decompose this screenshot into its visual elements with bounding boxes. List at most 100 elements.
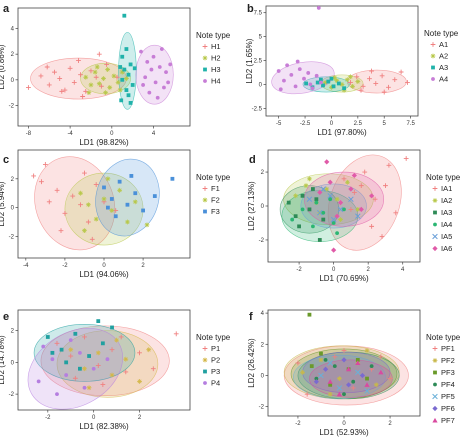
- data-point: [350, 385, 356, 391]
- legend-label: P3: [211, 367, 220, 376]
- data-point: [128, 101, 133, 105]
- legend-item-f1: F1: [202, 184, 220, 193]
- legend-marker: [430, 53, 436, 59]
- data-point: [309, 364, 314, 369]
- series-ia6: [317, 159, 375, 253]
- data-point: [139, 49, 143, 54]
- data-point: [82, 228, 87, 234]
- x-axis-title: LD1 (97.80%): [317, 128, 367, 137]
- y-tick-label: 2: [11, 177, 15, 183]
- data-point: [168, 62, 173, 67]
- data-point: [348, 74, 353, 80]
- legend-item-a3: A3: [431, 63, 448, 72]
- data-point: [314, 376, 319, 381]
- data-point: [358, 87, 364, 93]
- data-point: [336, 391, 342, 397]
- y-axis-title: LD2 (26.42%): [247, 338, 256, 388]
- confidence-ellipse-h4: [135, 44, 174, 105]
- legend-title: Note type: [196, 173, 231, 182]
- data-point: [300, 193, 305, 198]
- data-point: [329, 84, 334, 90]
- data-point: [93, 216, 99, 222]
- data-point: [89, 236, 95, 242]
- legend-item-a1: A1: [430, 40, 448, 49]
- data-point: [285, 63, 290, 68]
- data-point: [122, 13, 127, 18]
- data-point: [365, 376, 369, 381]
- data-point: [324, 159, 330, 165]
- data-point: [286, 200, 291, 205]
- legend-label: IA3: [441, 208, 452, 217]
- data-point: [59, 347, 64, 352]
- data-point: [322, 80, 328, 85]
- data-point: [348, 80, 353, 85]
- panel-a: a -8 -4 0 4 -2 0 2 4 LD1 (98.82%) LD2 (0.86%) Note …: [0, 3, 231, 147]
- legend-item-ia3: IA3: [433, 208, 452, 217]
- y-tick-label: -2.5: [252, 106, 263, 112]
- data-point: [355, 357, 360, 362]
- confidence-ellipse-p3: [33, 323, 136, 382]
- data-point: [132, 66, 137, 71]
- data-point: [379, 73, 385, 79]
- legend-marker: [432, 405, 438, 412]
- data-point: [145, 59, 150, 64]
- data-point: [318, 372, 324, 379]
- legend-item-p1: P1: [202, 344, 220, 353]
- series-p1: [54, 331, 179, 388]
- data-point: [295, 59, 300, 64]
- legend-item-ia2: IA2: [432, 196, 452, 205]
- legend: Note type IA1 IA2 IA3 IA4 IA5 IA6: [426, 173, 461, 253]
- legend-marker: [432, 393, 438, 400]
- x-axis-title: LD1 (94.06%): [79, 270, 129, 279]
- data-point: [93, 74, 99, 80]
- data-point: [355, 360, 361, 365]
- data-point: [278, 87, 283, 92]
- x-tick-label: -2: [295, 421, 301, 427]
- data-point: [304, 81, 309, 86]
- data-point: [62, 210, 68, 216]
- legend-item-p3: P3: [203, 367, 220, 376]
- legend-label: A1: [439, 40, 448, 49]
- series-a1: [348, 68, 410, 95]
- legend-item-h3: H3: [203, 65, 221, 74]
- data-point: [341, 87, 347, 93]
- x-tick-label: -4: [67, 131, 73, 137]
- data-point: [125, 219, 130, 225]
- y-tick-label: 0: [259, 82, 263, 88]
- x-tick-label: 4: [401, 267, 405, 273]
- legend-item-f2: F2: [202, 196, 220, 205]
- legend-marker: [433, 222, 437, 227]
- legend-item-h4: H4: [203, 77, 221, 86]
- data-point: [150, 366, 156, 372]
- data-point: [71, 79, 77, 85]
- y-tick-label: 2: [261, 342, 265, 348]
- data-point: [341, 176, 347, 182]
- data-point: [307, 176, 312, 182]
- data-point: [403, 156, 409, 161]
- y-tick-label: -2: [259, 238, 265, 244]
- legend-marker: [202, 197, 208, 203]
- data-point: [322, 366, 329, 372]
- data-point: [114, 337, 120, 343]
- x-tick-label: -8: [26, 131, 32, 137]
- data-point: [118, 334, 124, 340]
- data-point: [124, 88, 129, 92]
- plot-frame: [267, 149, 421, 263]
- legend-label: F1: [211, 184, 220, 193]
- data-point: [68, 338, 73, 343]
- data-point: [360, 83, 366, 89]
- data-point: [364, 348, 370, 353]
- data-point: [44, 64, 50, 70]
- legend-marker: [432, 186, 438, 191]
- y-tick-label: -2: [9, 234, 15, 240]
- legend-label: PF5: [441, 392, 455, 401]
- data-point: [26, 85, 31, 90]
- data-point: [364, 382, 370, 387]
- data-point: [119, 98, 124, 103]
- legend-label: IA6: [441, 244, 452, 253]
- data-point: [293, 214, 298, 219]
- data-point: [321, 83, 325, 88]
- data-point: [339, 82, 345, 87]
- data-point: [351, 379, 356, 384]
